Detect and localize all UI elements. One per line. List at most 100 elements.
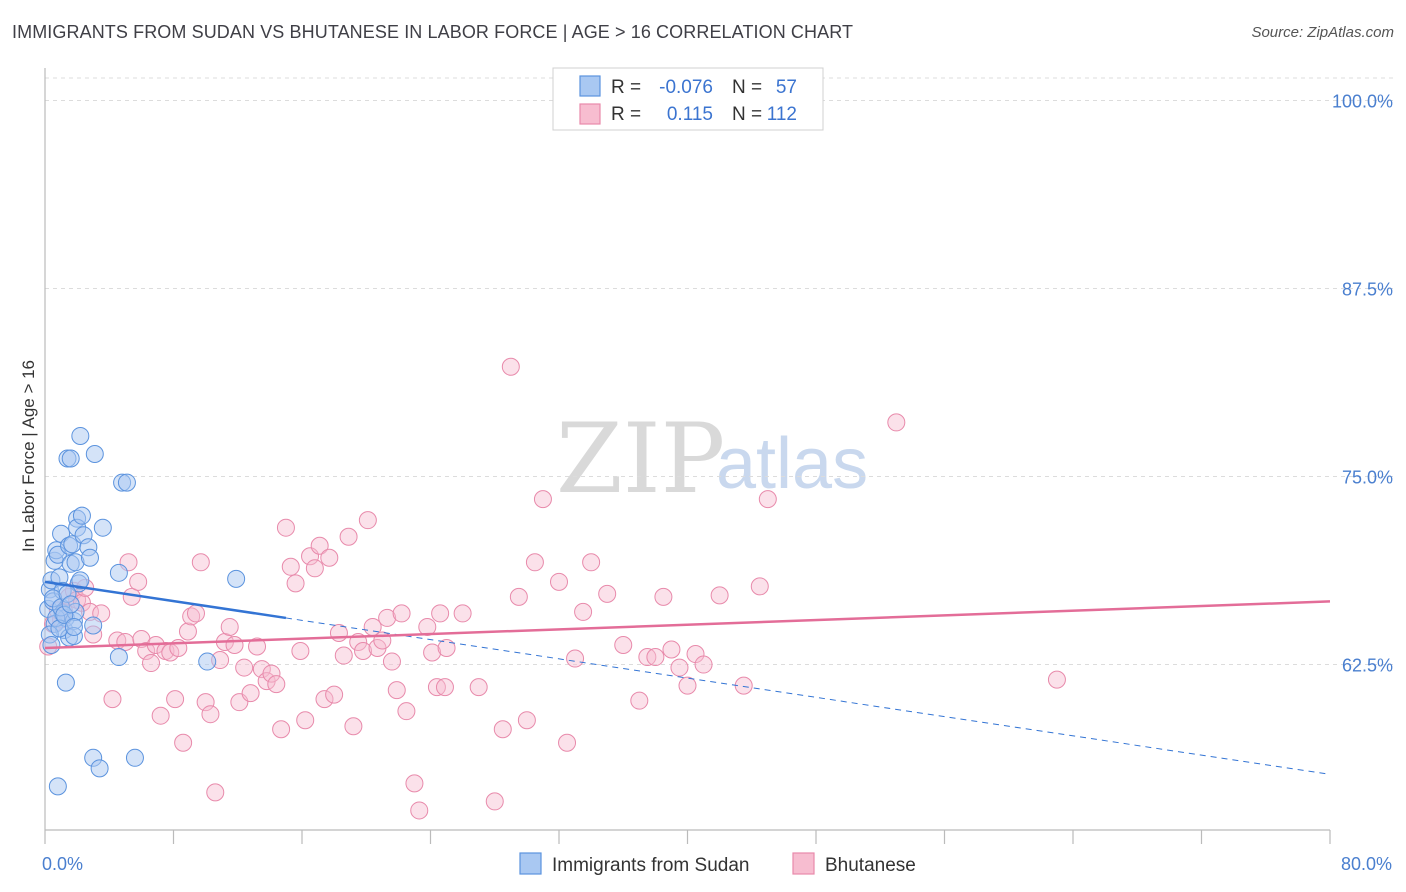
legend-r-value-sudan: -0.076 [659,77,713,98]
bhutanese-point [272,720,291,739]
bhutanese-point [662,640,681,659]
bhutanese-point [225,636,244,655]
legend-n-value-sudan: 57 [776,77,797,98]
bhutanese-point [334,646,353,665]
bhutanese-point [614,636,633,655]
bhutanese-point [178,622,197,641]
sudan-point [85,445,104,463]
bhutanese-point [248,637,267,656]
bhutanese-point [509,587,528,606]
sudan-point [93,518,112,537]
y-tick-label: 75.0% [1342,468,1393,488]
legend-n-value-bhutanese: 112 [767,104,797,125]
bhutanese-point [887,413,906,432]
bhutanese-point [142,654,161,673]
bhutanese-point [320,548,339,567]
sudan-point [64,617,83,636]
bhutanese-point [129,572,148,591]
bhutanese-point [437,639,456,658]
bhutanese-point [397,702,416,721]
bhutanese-point [378,608,397,627]
legend-r-label-bhutanese: R = [611,104,641,125]
sudan-point [71,571,90,590]
sudan-point [56,673,75,692]
bhutanese-point [405,774,424,793]
sudan-point [125,748,144,767]
bhutanese-point [296,711,315,730]
watermark-atlas: atlas [716,424,868,504]
bhutanese-point [678,676,697,695]
sudan-point [42,636,61,655]
bhutanese-point [103,690,122,709]
bhutanese-point [410,801,429,820]
bhutanese-point [558,733,577,752]
sudan-point [48,777,67,796]
bhutanese-point [758,490,777,509]
sudan-point [71,426,90,445]
bhutanese-point [262,664,281,683]
bhutanese-point [525,553,544,572]
bhutanese-point [423,643,442,662]
sudan-points [39,426,246,796]
sudan-point [72,506,91,525]
bhutanese-point [344,717,363,736]
sudan-point [80,548,99,567]
bhutanese-point [582,553,601,572]
legend-n-label-bhutanese: N = [732,104,762,125]
bhutanese-trend-line [44,600,1331,650]
y-axis-title: In Labor Force | Age > 16 [19,360,38,552]
trend-lines [44,580,1331,775]
bhutanese-point [431,604,450,623]
bhutanese-point [1047,670,1066,689]
legend-r-value-bhutanese: 0.115 [667,104,713,125]
bhutanese-point [453,604,472,623]
bhutanese-point [137,642,156,661]
bhutanese-point [382,652,401,671]
sudan-point [84,616,103,635]
bhutanese-point [533,490,552,509]
bhutanese-point [201,705,220,724]
bhutanese-point [485,792,504,811]
bhutanese-point [339,527,358,546]
sudan-trend-line [44,580,287,620]
bhutanese-point [358,511,377,530]
sudan-point [109,648,128,667]
legend-swatch-bhutanese [579,103,601,125]
bhutanese-point [435,678,454,697]
bhutanese-point [291,642,310,661]
sudan-point [90,759,109,778]
bhutanese-point [325,685,344,704]
bottom-legend-swatch-sudan [519,852,542,875]
bhutanese-point [598,584,617,603]
bhutanese-point [392,604,411,623]
bhutanese-point [196,693,215,712]
bhutanese-point [286,574,305,593]
correlation-legend: R = -0.076 N = 57 R = 0.115 N = 112 [552,67,824,131]
legend-r-label-sudan: R = [611,77,641,98]
legend-swatch-sudan [579,75,601,97]
y-tick-label: 100.0% [1332,92,1393,112]
sudan-point [61,449,80,468]
bhutanese-point [387,681,406,700]
bhutanese-point [630,691,649,710]
axes: 100.0% 87.5% 75.0% 62.5% 0.0% 80.0% [42,68,1393,874]
y-tick-label: 62.5% [1342,656,1393,676]
sudan-point [227,569,246,588]
bhutanese-point [418,617,437,636]
bottom-legend-label-bhutanese: Bhutanese [825,855,916,876]
bhutanese-point [252,660,271,679]
bhutanese-point [694,655,713,674]
x-tick-label: 0.0% [42,854,83,874]
sudan-point [198,652,217,671]
bhutanese-point [267,675,286,694]
bhutanese-point [182,607,201,626]
bhutanese-point [166,690,185,709]
sudan-point [109,563,128,582]
bhutanese-point [191,553,210,572]
bhutanese-point [501,357,520,376]
source-label: Source: ZipAtlas.com [1251,24,1394,41]
sudan-point [117,473,136,492]
bhutanese-point [566,649,585,668]
legend-n-label-sudan: N = [732,77,762,98]
bhutanese-point [310,536,329,555]
